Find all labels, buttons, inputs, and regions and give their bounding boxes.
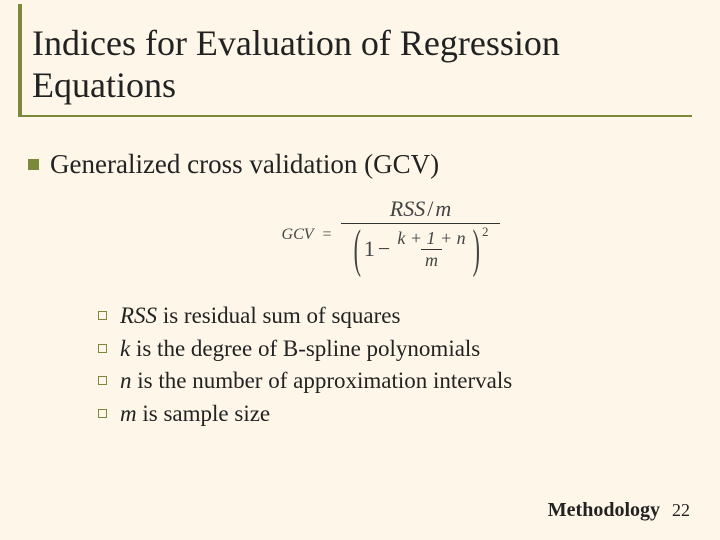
outer-numerator: RSS/m	[384, 196, 457, 223]
outer-denominator: ( 1 − k + 1 + n m ) 2	[341, 223, 501, 274]
right-paren-icon: )	[472, 223, 481, 276]
hollow-square-icon	[98, 311, 107, 320]
rss-symbol: RSS	[390, 196, 425, 221]
outer-fraction: RSS/m ( 1 − k + 1 + n m	[341, 196, 501, 274]
definition-list: RSS is residual sum of squares k is the …	[50, 300, 692, 431]
inner-denominator: m	[421, 249, 442, 271]
equals-sign: =	[320, 226, 335, 244]
main-section: Generalized cross validation (GCV) GCV =…	[22, 149, 692, 431]
page-number: 22	[672, 500, 690, 521]
list-item: k is the degree of B-spline polynomials	[98, 333, 692, 366]
m-desc: is sample size	[137, 401, 271, 426]
minus-symbol: −	[378, 236, 390, 262]
inner-numerator: k + 1 + n	[393, 228, 469, 249]
k-desc: is the degree of B-spline polynomials	[130, 336, 480, 361]
n-var: n	[120, 368, 132, 393]
formula-lhs: GCV	[282, 226, 314, 244]
inner-fraction: k + 1 + n m	[393, 228, 469, 271]
list-item: RSS is residual sum of squares	[98, 300, 692, 333]
list-item: m is sample size	[98, 398, 692, 431]
hollow-square-icon	[98, 409, 107, 418]
section-heading: Generalized cross validation (GCV)	[50, 149, 692, 180]
k-var: k	[120, 336, 130, 361]
rss-desc: is residual sum of squares	[157, 303, 400, 328]
list-item: n is the number of approximation interva…	[98, 365, 692, 398]
left-paren-icon: (	[353, 223, 362, 276]
square-bullet-icon	[28, 159, 39, 170]
n-desc: is the number of approximation intervals	[132, 368, 513, 393]
page-title: Indices for Evaluation of Regression Equ…	[32, 22, 692, 107]
gcv-formula: GCV = RSS/m ( 1 − k + 1 + n	[242, 196, 501, 274]
rss-var: RSS	[120, 303, 157, 328]
footer-label: Methodology	[548, 499, 660, 522]
slide-footer: Methodology 22	[548, 499, 690, 522]
m-symbol-top: m	[435, 196, 451, 221]
one-symbol: 1	[364, 236, 375, 262]
exponent-two: 2	[482, 224, 489, 240]
hollow-square-icon	[98, 376, 107, 385]
m-var: m	[120, 401, 137, 426]
hollow-square-icon	[98, 344, 107, 353]
slide: Indices for Evaluation of Regression Equ…	[0, 0, 720, 540]
title-block: Indices for Evaluation of Regression Equ…	[18, 18, 692, 117]
